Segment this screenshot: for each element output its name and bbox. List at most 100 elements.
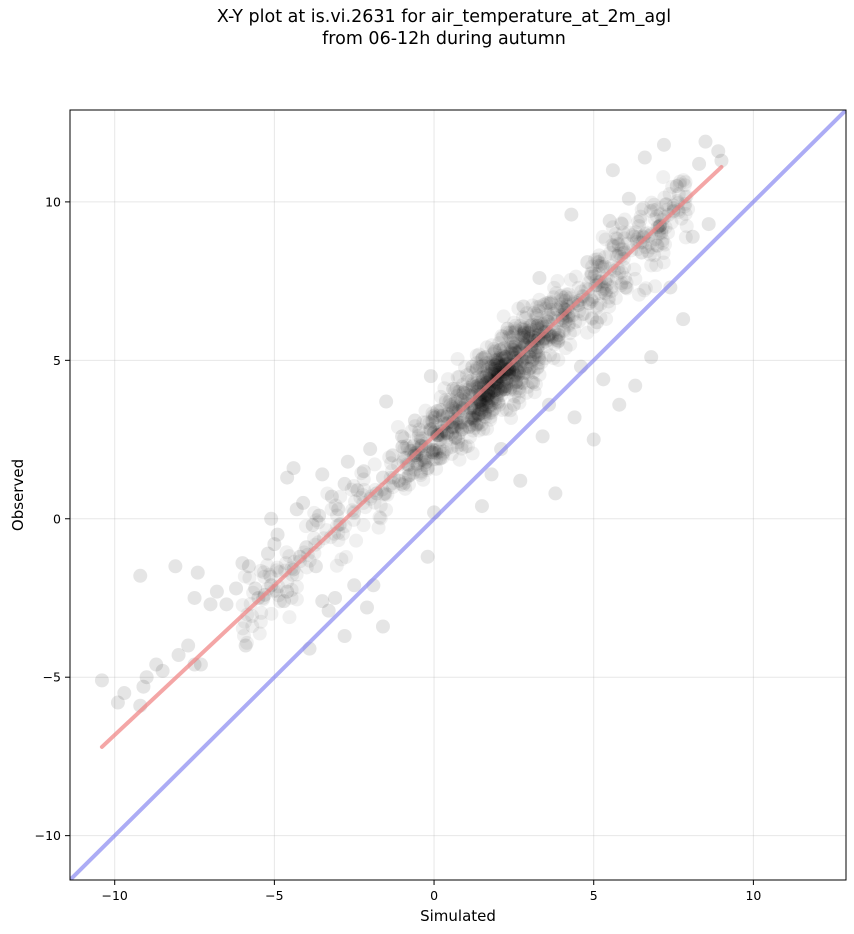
data-point — [617, 270, 632, 285]
data-point — [333, 489, 348, 504]
data-point — [561, 318, 576, 333]
data-point — [520, 325, 535, 340]
data-point — [477, 409, 492, 424]
data-point — [585, 310, 600, 325]
data-point — [537, 316, 552, 331]
data-point — [657, 210, 672, 225]
data-point — [397, 441, 412, 456]
data-point — [582, 296, 597, 311]
data-point — [591, 255, 606, 270]
data-point — [549, 302, 564, 317]
data-point — [469, 379, 484, 394]
data-point — [413, 453, 428, 468]
data-point — [260, 546, 275, 561]
data-point — [219, 597, 234, 612]
data-point — [526, 305, 541, 320]
data-point — [486, 357, 501, 372]
chart-title-line-2: from 06-12h during autumn — [322, 29, 566, 49]
data-point — [656, 246, 671, 261]
data-point — [650, 238, 665, 253]
data-point — [425, 445, 440, 460]
data-point — [472, 347, 487, 362]
data-point — [609, 231, 624, 246]
data-point — [501, 376, 516, 391]
data-point — [433, 451, 448, 466]
data-point — [437, 416, 452, 431]
data-point — [505, 339, 520, 354]
data-point — [655, 232, 670, 247]
data-point — [453, 391, 468, 406]
data-point — [617, 212, 632, 227]
data-point — [511, 368, 526, 383]
data-point — [448, 394, 463, 409]
x-tick-label: 10 — [745, 888, 761, 903]
data-point — [464, 382, 479, 397]
data-point — [661, 225, 676, 240]
data-point — [547, 280, 562, 295]
data-point — [567, 410, 582, 425]
data-point — [479, 391, 494, 406]
data-point — [311, 515, 326, 530]
data-point — [484, 397, 499, 412]
data-point — [390, 420, 405, 435]
data-point — [508, 375, 523, 390]
data-point — [490, 355, 505, 370]
data-point — [650, 202, 665, 217]
data-point — [535, 429, 550, 444]
data-point — [404, 424, 419, 439]
data-point — [544, 329, 559, 344]
data-point — [548, 330, 563, 345]
data-point — [380, 487, 395, 502]
data-point — [470, 417, 485, 432]
data-point — [649, 238, 664, 253]
data-point — [450, 384, 465, 399]
y-axis-ticks: −10 −5 0 5 10 — [35, 194, 70, 843]
data-point — [581, 296, 596, 311]
data-point — [466, 408, 481, 423]
data-point — [474, 352, 489, 367]
data-point — [508, 384, 523, 399]
data-point — [631, 287, 646, 302]
data-point — [592, 248, 607, 263]
data-point — [485, 352, 500, 367]
data-point — [572, 314, 587, 329]
data-point — [462, 380, 477, 395]
data-point — [494, 442, 509, 457]
data-point — [504, 342, 519, 357]
data-point — [279, 545, 294, 560]
data-point — [491, 352, 506, 367]
data-point — [488, 383, 503, 398]
data-point — [510, 363, 525, 378]
data-point — [428, 445, 443, 460]
data-point — [503, 380, 518, 395]
data-point — [491, 395, 506, 410]
data-point — [551, 331, 566, 346]
data-point — [522, 324, 537, 339]
data-point — [506, 328, 521, 343]
data-point — [401, 469, 416, 484]
data-point — [462, 419, 477, 434]
data-point — [497, 350, 512, 365]
data-point — [245, 609, 260, 624]
data-point — [458, 420, 473, 435]
data-point — [416, 415, 431, 430]
data-point — [532, 350, 547, 365]
data-point — [474, 406, 489, 421]
data-point — [492, 342, 507, 357]
data-point — [447, 420, 462, 435]
data-point — [628, 225, 643, 240]
data-point — [321, 603, 336, 618]
data-point — [644, 258, 659, 273]
data-point — [554, 292, 569, 307]
data-point — [489, 353, 504, 368]
data-point — [479, 396, 494, 411]
data-point — [488, 343, 503, 358]
data-point — [488, 374, 503, 389]
data-point — [363, 491, 378, 506]
data-point — [614, 276, 629, 291]
data-point — [485, 403, 500, 418]
data-point — [377, 486, 392, 501]
data-point — [492, 358, 507, 373]
x-axis-ticks: −10 −5 0 5 10 — [102, 880, 761, 903]
data-point — [320, 486, 335, 501]
